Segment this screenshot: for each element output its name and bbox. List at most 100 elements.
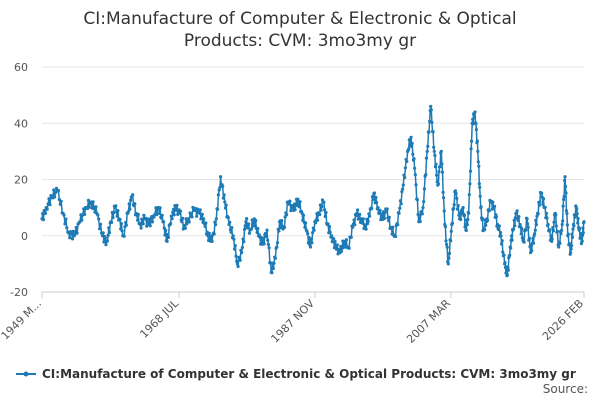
data-point <box>162 226 166 230</box>
data-point <box>374 195 378 200</box>
data-point <box>63 222 67 226</box>
data-point <box>110 220 114 224</box>
data-point <box>364 227 368 231</box>
gridlines <box>42 66 584 293</box>
data-point <box>524 228 528 232</box>
data-point <box>169 214 173 218</box>
data-point <box>534 223 539 227</box>
data-point <box>344 238 348 242</box>
data-point <box>531 236 535 241</box>
data-point <box>334 247 339 251</box>
data-point <box>297 205 301 209</box>
data-point <box>525 217 529 221</box>
data-point <box>160 213 164 217</box>
data-point <box>430 120 434 125</box>
data-point <box>158 206 162 210</box>
data-point <box>262 242 266 246</box>
data-point <box>537 203 542 207</box>
data-point <box>403 166 407 170</box>
data-point <box>368 214 372 218</box>
data-point <box>455 196 459 200</box>
data-point <box>164 228 168 232</box>
data-point <box>98 227 102 231</box>
data-point <box>270 271 274 275</box>
data-point <box>361 217 365 221</box>
data-point <box>65 226 69 230</box>
data-point <box>401 183 405 187</box>
data-point <box>322 200 326 204</box>
data-point <box>106 233 110 237</box>
data-point <box>463 225 467 229</box>
data-point <box>287 202 291 206</box>
data-point <box>366 219 370 223</box>
data-point <box>200 212 204 216</box>
data-point <box>398 199 403 203</box>
data-point <box>43 211 48 215</box>
data-point <box>280 219 284 223</box>
data-point <box>491 200 495 204</box>
data-point <box>94 205 98 209</box>
data-point <box>335 243 339 247</box>
data-point <box>476 149 480 153</box>
data-point <box>224 203 228 207</box>
data-point <box>254 218 258 223</box>
legend[interactable]: CI:Manufacture of Computer & Electronic … <box>16 367 576 381</box>
data-point <box>122 234 126 238</box>
data-point <box>437 170 441 174</box>
data-point <box>155 213 159 217</box>
data-point <box>581 226 585 230</box>
data-point <box>291 205 295 209</box>
data-point <box>333 239 337 244</box>
data-point <box>120 229 124 233</box>
data-point <box>330 234 334 238</box>
data-point <box>418 219 422 224</box>
data-point <box>226 216 230 220</box>
data-point <box>347 246 351 250</box>
data-point <box>563 185 568 189</box>
data-point <box>229 230 233 234</box>
data-point <box>275 245 279 249</box>
data-point <box>282 225 287 229</box>
data-point <box>189 212 193 216</box>
data-point <box>187 220 191 224</box>
data-point <box>441 190 445 194</box>
data-point <box>571 227 575 231</box>
data-point <box>486 218 490 223</box>
data-point <box>414 183 418 187</box>
data-point <box>119 222 123 226</box>
data-point <box>180 220 184 224</box>
data-point <box>410 141 414 146</box>
data-point <box>541 197 546 201</box>
chart-title-line-2: Products: CVM: 3mo3my gr <box>184 31 416 51</box>
data-point <box>497 228 501 232</box>
data-point <box>327 225 332 229</box>
data-point <box>356 208 360 212</box>
y-axis: -20 0 20 40 60 <box>10 61 28 299</box>
data-point <box>115 214 119 218</box>
data-point <box>576 217 580 221</box>
data-point <box>236 264 240 269</box>
data-point <box>483 228 487 232</box>
data-point <box>470 139 474 143</box>
data-point <box>52 188 56 192</box>
data-point <box>559 231 563 236</box>
data-point <box>516 218 520 223</box>
data-point <box>59 199 63 203</box>
data-point <box>396 223 400 227</box>
data-point <box>288 199 292 203</box>
data-point <box>500 242 504 246</box>
data-point <box>265 228 269 232</box>
data-point <box>190 215 194 219</box>
data-point <box>434 162 438 166</box>
data-point <box>442 209 446 213</box>
data-point <box>232 237 236 241</box>
data-point <box>197 211 202 215</box>
chart-title-line-1: CI:Manufacture of Computer & Electronic … <box>83 9 516 29</box>
data-point <box>382 216 386 221</box>
data-point <box>103 236 107 240</box>
data-point <box>494 215 498 219</box>
data-point <box>310 241 314 245</box>
data-point <box>235 262 239 266</box>
data-point <box>550 239 554 243</box>
